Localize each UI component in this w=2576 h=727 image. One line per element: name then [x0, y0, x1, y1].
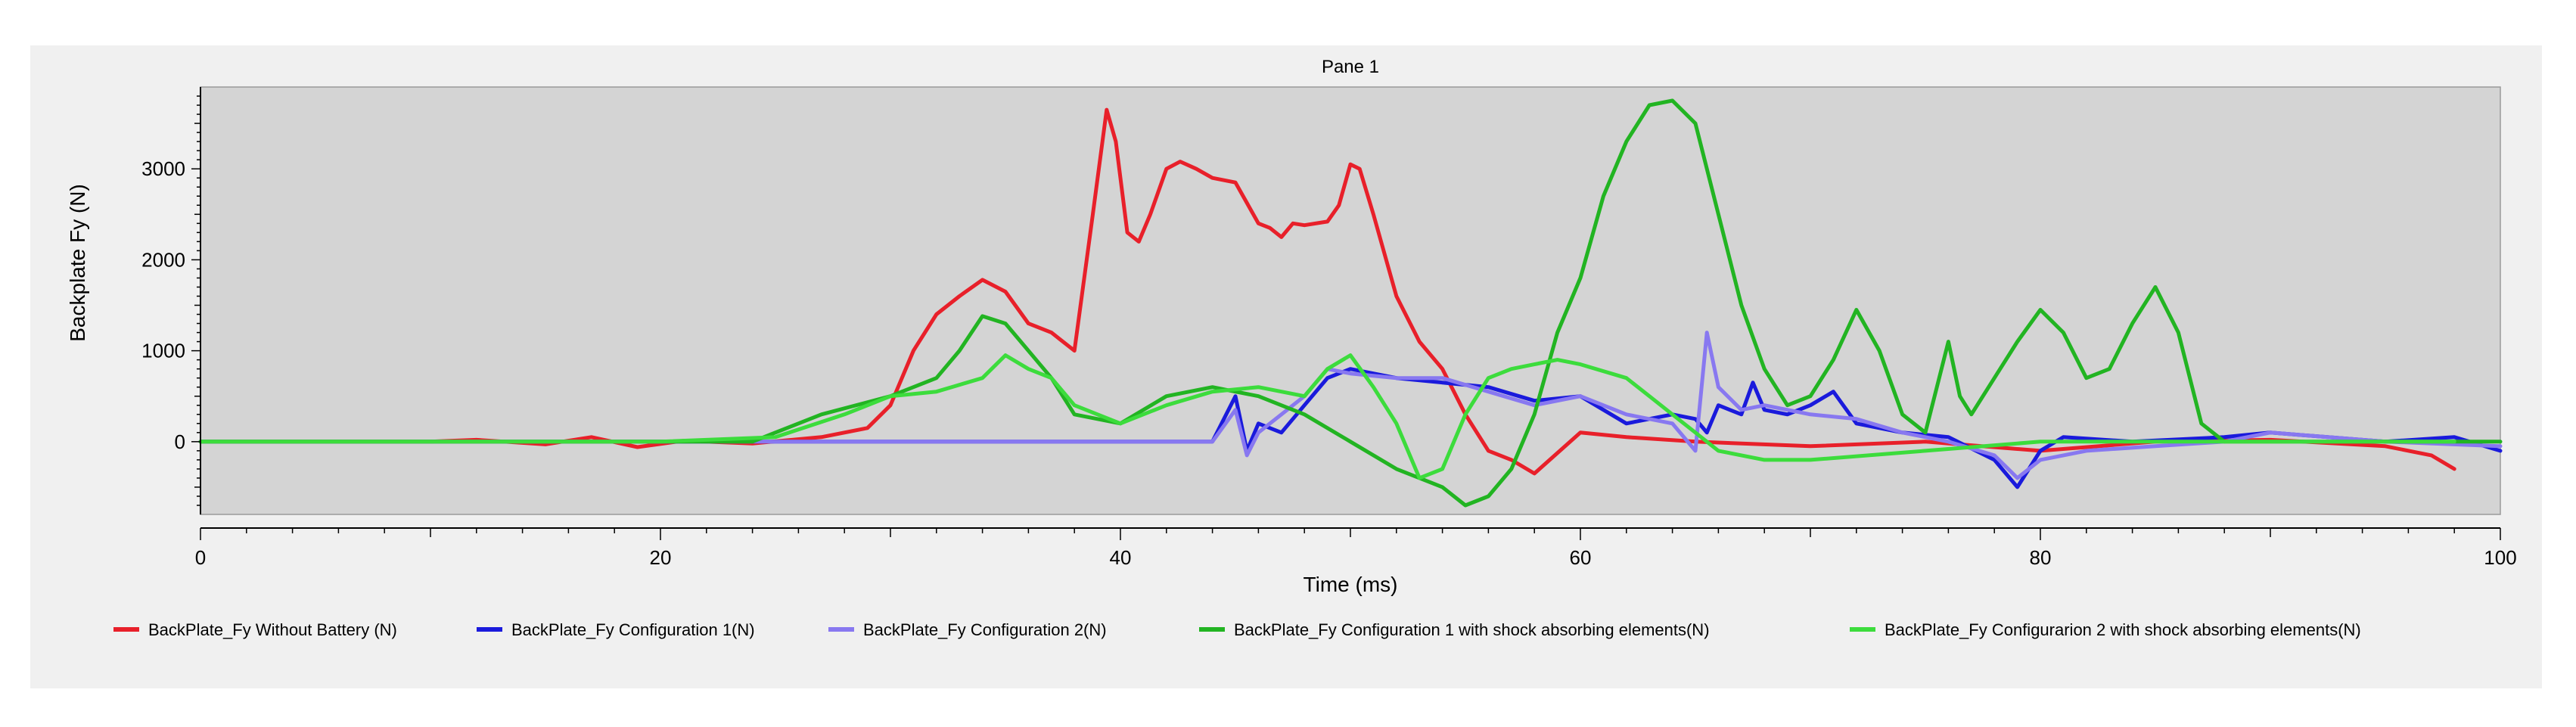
x-tick-label: 20	[650, 546, 672, 569]
plot-area	[200, 86, 2501, 515]
series-line-3	[198, 331, 2503, 480]
series-line-1	[198, 107, 2456, 476]
pane-title: Pane 1	[1322, 57, 1379, 77]
legend-label-5: BackPlate_Fy Configurarion 2 with shock …	[1885, 620, 2361, 639]
y-tick-label: 2000	[141, 248, 185, 271]
series-line-5	[198, 353, 2456, 480]
y-tick-label: 1000	[141, 340, 185, 362]
axes-layer: 0 1000 2000 3000 0 20 40 60 80 100	[141, 87, 2517, 569]
legend-label-2: BackPlate_Fy Configuration 1(N)	[511, 620, 755, 639]
y-tick-label: 3000	[141, 157, 185, 180]
legend-label-3: BackPlate_Fy Configuration 2(N)	[863, 620, 1107, 639]
x-tick-label: 60	[1570, 546, 1592, 569]
y-tick-label: 0	[175, 430, 185, 453]
legend: BackPlate_Fy Without Battery (N) BackPlat…	[113, 620, 2361, 639]
x-axis-title: Time (ms)	[1304, 573, 1398, 596]
x-tick-label: 0	[195, 546, 206, 569]
x-tick-label: 100	[2484, 546, 2516, 569]
x-tick-label: 80	[2030, 546, 2052, 569]
series-line-4	[198, 98, 2503, 508]
legend-label-1: BackPlate_Fy Without Battery (N)	[148, 620, 397, 639]
series-layer	[198, 98, 2503, 508]
series-line-2	[198, 367, 2503, 489]
chart-panel: Pane 1 0 1000 2000 3000 0 20 40 60 80 100 Time (m…	[30, 45, 2542, 688]
y-axis-title: Backplate Fy (N)	[66, 184, 89, 342]
x-tick-label: 40	[1110, 546, 1132, 569]
line-chart: Pane 1 0 1000 2000 3000 0 20 40 60 80 100 Time (m…	[66, 57, 2517, 639]
legend-label-4: BackPlate_Fy Configuration 1 with shock …	[1234, 620, 1710, 639]
